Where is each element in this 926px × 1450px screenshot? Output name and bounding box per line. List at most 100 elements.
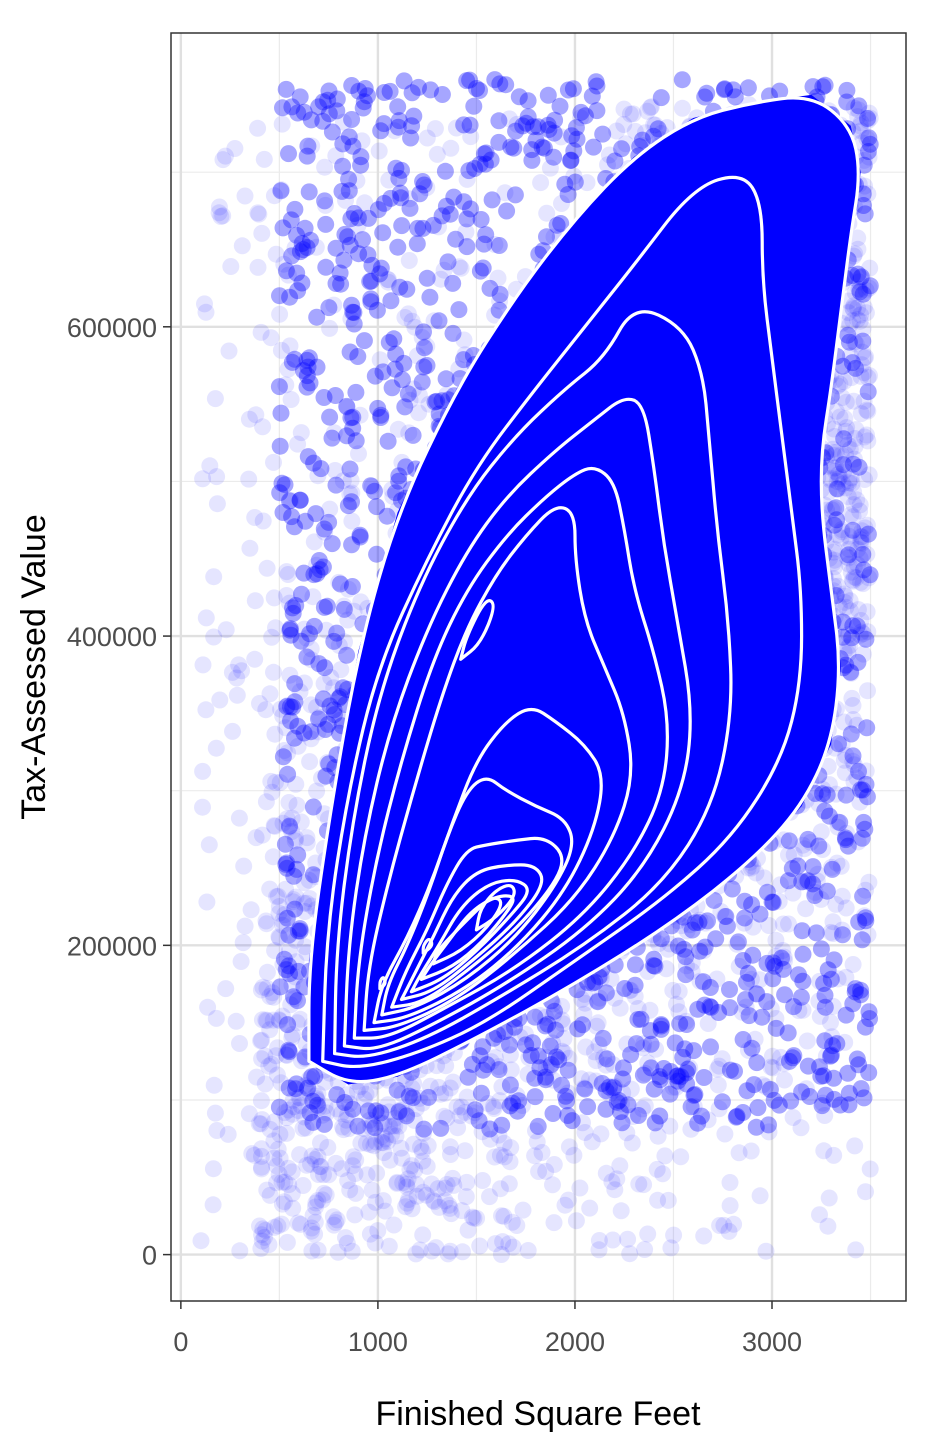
scatter-point xyxy=(523,141,541,159)
scatter-point xyxy=(265,988,283,1006)
scatter-point xyxy=(557,1087,575,1105)
scatter-point xyxy=(265,1218,283,1236)
scatter-point xyxy=(390,1103,408,1121)
scatter-point xyxy=(418,337,436,355)
scatter-point xyxy=(258,915,276,933)
scatter-point xyxy=(380,271,397,289)
scatter-point xyxy=(491,1146,509,1164)
scatter-point xyxy=(331,575,349,593)
scatter-point xyxy=(500,1235,518,1253)
scatter-point xyxy=(249,119,267,137)
scatter-point xyxy=(359,209,377,227)
scatter-point xyxy=(573,990,591,1008)
scatter-point xyxy=(351,526,369,544)
scatter-point xyxy=(278,1233,296,1251)
scatter-point xyxy=(340,128,358,146)
scatter-point xyxy=(829,818,847,836)
scatter-point xyxy=(770,892,788,910)
scatter-point xyxy=(317,215,335,233)
scatter-point xyxy=(296,219,314,237)
scatter-point xyxy=(373,1114,391,1132)
scatter-point xyxy=(400,1191,418,1208)
scatter-point xyxy=(743,896,761,914)
scatter-point xyxy=(389,238,407,256)
scatter-point xyxy=(513,1097,531,1114)
scatter-point xyxy=(283,809,301,827)
scatter-point xyxy=(369,399,387,417)
scatter-point xyxy=(661,935,679,953)
scatter-point xyxy=(282,491,300,509)
scatter-point xyxy=(481,1130,499,1148)
scatter-point xyxy=(567,1212,585,1230)
scatter-point xyxy=(575,1079,593,1097)
scatter-point xyxy=(837,1006,855,1024)
scatter-point xyxy=(852,306,870,324)
scatter-point xyxy=(649,1127,667,1145)
scatter-point xyxy=(771,876,789,894)
scatter-point xyxy=(823,501,841,519)
scatter-point xyxy=(240,1105,258,1123)
scatter-point xyxy=(627,1035,645,1053)
scatter-point xyxy=(230,656,248,674)
scatter-point xyxy=(767,947,785,965)
scatter-point xyxy=(840,527,858,545)
scatter-point xyxy=(279,697,297,715)
scatter-point xyxy=(281,666,299,684)
scatter-point xyxy=(619,1096,637,1114)
scatter-point xyxy=(197,303,215,321)
scatter-point xyxy=(350,445,367,463)
scatter-point xyxy=(526,1069,544,1087)
scatter-point xyxy=(685,1097,703,1115)
scatter-point xyxy=(825,1069,843,1087)
scatter-point xyxy=(287,888,305,906)
scatter-point xyxy=(256,1047,274,1065)
scatter-point xyxy=(532,174,550,192)
scatter-point xyxy=(327,476,345,494)
scatter-point xyxy=(651,1071,669,1089)
scatter-point xyxy=(517,114,535,132)
scatter-point xyxy=(761,1081,779,1098)
scatter-point xyxy=(622,981,640,999)
scatter-point xyxy=(321,408,339,426)
scatter-point xyxy=(375,84,393,101)
scatter-point xyxy=(290,1089,308,1107)
scatter-point xyxy=(390,1117,408,1135)
scatter-point xyxy=(696,996,714,1014)
scatter-point xyxy=(315,675,333,693)
scatter-point xyxy=(267,245,285,263)
scatter-point xyxy=(857,1183,874,1201)
scatter-point xyxy=(837,968,855,986)
scatter-point xyxy=(825,516,843,534)
scatter-point xyxy=(320,513,338,531)
scatter-point xyxy=(433,207,451,225)
scatter-point xyxy=(208,495,226,513)
scatter-point xyxy=(683,954,701,972)
scatter-point xyxy=(833,389,851,407)
scatter-point xyxy=(571,1179,589,1197)
scatter-point xyxy=(298,894,316,912)
scatter-point xyxy=(734,952,752,969)
scatter-point xyxy=(252,981,270,999)
scatter-point xyxy=(854,546,872,563)
scatter-point xyxy=(466,1104,484,1122)
scatter-point xyxy=(574,1016,591,1034)
scatter-point xyxy=(652,1017,670,1035)
scatter-point xyxy=(418,357,436,374)
scatter-point xyxy=(779,1024,797,1042)
scatter-point xyxy=(321,697,339,715)
scatter-point xyxy=(455,331,473,349)
scatter-point xyxy=(585,1043,603,1061)
scatter-point xyxy=(405,1075,423,1093)
scatter-point xyxy=(280,957,298,975)
scatter-point xyxy=(253,1111,271,1129)
scatter-point xyxy=(347,1184,365,1202)
scatter-point xyxy=(545,148,563,166)
scatter-point xyxy=(828,511,846,529)
scatter-point xyxy=(241,539,259,557)
scatter-point xyxy=(406,1161,424,1179)
scatter-point xyxy=(486,236,504,253)
scatter-point xyxy=(838,548,856,566)
scatter-point xyxy=(816,998,834,1016)
scatter-point xyxy=(375,115,393,133)
